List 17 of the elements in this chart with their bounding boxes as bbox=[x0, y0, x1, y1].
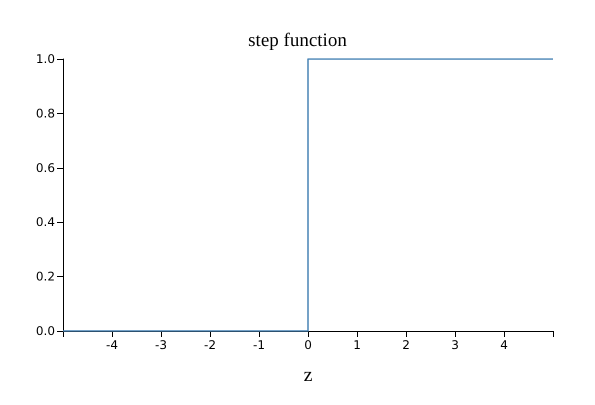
y-tick-label: 0.0 bbox=[36, 324, 55, 338]
x-tick-label: 0 bbox=[304, 338, 312, 352]
x-tick-label: -1 bbox=[253, 338, 265, 352]
x-tick-label: 3 bbox=[451, 338, 459, 352]
chart-title: step function bbox=[248, 30, 348, 51]
x-tick-label: -4 bbox=[106, 338, 118, 352]
x-tick-label: 1 bbox=[353, 338, 361, 352]
y-tick-label: 0.4 bbox=[36, 215, 55, 230]
x-tick-label: -2 bbox=[204, 338, 216, 352]
x-tick-label: 4 bbox=[500, 338, 508, 352]
x-tick-label: -3 bbox=[155, 338, 167, 352]
x-axis-title: z bbox=[304, 364, 313, 386]
y-tick-label: 1.0 bbox=[36, 52, 55, 66]
y-tick-label: 0.2 bbox=[36, 270, 55, 284]
y-tick-label: 0.6 bbox=[36, 160, 55, 175]
y-tick-label: 0.8 bbox=[36, 106, 55, 120]
x-tick-label: 2 bbox=[402, 338, 410, 352]
